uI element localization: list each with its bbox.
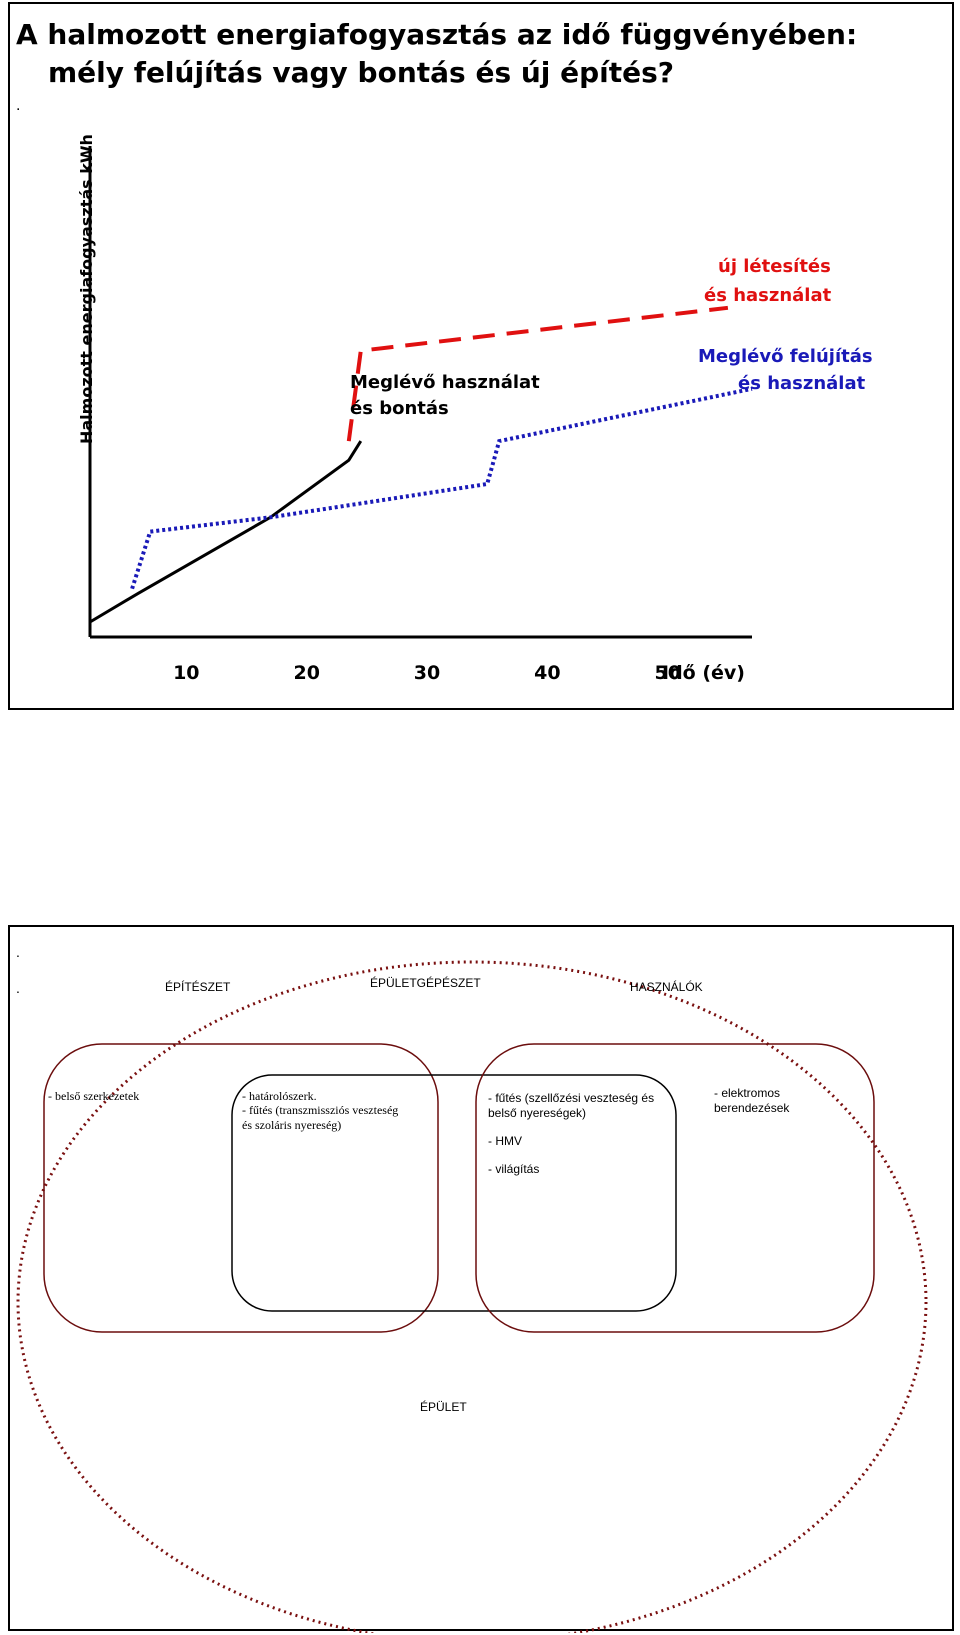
series-line-2 [130, 386, 753, 590]
architecture-box [43, 1043, 439, 1333]
x-tick-label: 40 [534, 662, 560, 684]
item-appliances: berendezések [714, 1101, 790, 1115]
header-architecture: ÉPÍTÉSZET [165, 979, 231, 994]
x-axis-unit-label: Idő (év) [662, 662, 745, 684]
chart-title-line1: A halmozott energiafogyasztás az idő füg… [16, 18, 857, 51]
y-axis-label: Halmozott energiafogyasztás kWh [77, 134, 96, 444]
venn-bullet-2: . [16, 980, 20, 996]
users-box [475, 1043, 875, 1333]
footer-building: ÉPÜLET [420, 1399, 467, 1414]
annotation-new-line2: és használat [704, 285, 832, 306]
chart-panel: A halmozott energiafogyasztás az idő füg… [8, 2, 954, 710]
item-heating-ventilation: - fűtés (szellőzési veszteség és [488, 1091, 654, 1105]
tick-layer: 10 20 30 40 50 [173, 662, 681, 684]
building-services-box [231, 1074, 677, 1312]
venn-panel: . . ÉPÍTÉSZET ÉPÜLETGÉPÉSZET HASZNÁLÓK -… [8, 925, 954, 1633]
item-solar-gain: és szoláris nyereség) [242, 1118, 341, 1132]
series-layer [89, 305, 753, 624]
venn-svg: . . ÉPÍTÉSZET ÉPÜLETGÉPÉSZET HASZNÁLÓK -… [16, 944, 928, 1633]
header-building-services: ÉPÜLETGÉPÉSZET [370, 975, 481, 990]
item-heating-transmission: - fűtés (transzmissziós veszteség [242, 1103, 398, 1117]
x-tick-label: 10 [173, 662, 199, 684]
chart-svg: A halmozott energiafogyasztás az idő füg… [16, 18, 873, 684]
annotation-new-line1: új létesítés [718, 256, 831, 277]
annotation-existing-line2: és bontás [350, 398, 449, 419]
chart-title-line2: mély felújítás vagy bontás és új építés? [48, 56, 674, 89]
annotation-renovation-line2: és használat [738, 373, 866, 394]
item-electric: - elektromos [714, 1086, 780, 1100]
series-line-1 [89, 440, 363, 624]
venn-bullet-1: . [16, 944, 20, 960]
x-tick-label: 50 [654, 662, 680, 684]
item-envelope: - határolószerk. [242, 1089, 317, 1103]
header-users: HASZNÁLÓK [630, 979, 703, 994]
building-ellipse [16, 960, 928, 1633]
item-dhw: - HMV [488, 1134, 522, 1148]
chart-bullet: . [16, 97, 20, 114]
item-inner-structures: - belső szerkezetek [48, 1089, 139, 1103]
annotation-renovation-line1: Meglévő felújítás [698, 346, 873, 367]
x-tick-label: 30 [414, 662, 440, 684]
item-lighting: - világítás [488, 1162, 539, 1176]
item-internal-gains: belső nyereségek) [488, 1106, 586, 1120]
x-tick-label: 20 [293, 662, 319, 684]
annotation-existing-line1: Meglévő használat [350, 372, 540, 393]
